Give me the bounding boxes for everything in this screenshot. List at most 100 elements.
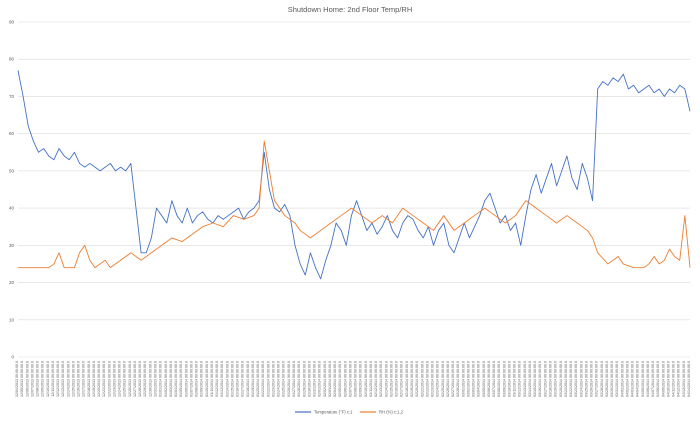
x-tick-label: 01/07/2014 00:00:00.0 bbox=[189, 361, 193, 397]
x-axis-ticks: 12/04/2013 00:00:00.0 12/05/2013 00:00:00… bbox=[15, 361, 691, 397]
x-tick-label: 12/26/2013 00:00:00.0 bbox=[128, 361, 132, 397]
x-tick-label: 12/17/2013 00:00:00.0 bbox=[82, 361, 86, 397]
y-tick-label: 0 bbox=[11, 355, 14, 360]
x-tick-label: 02/19/2014 00:00:00.0 bbox=[410, 361, 414, 397]
x-tick-label: 12/20/2013 00:00:00.0 bbox=[97, 361, 101, 397]
x-tick-label: 01/08/2014 00:00:00.0 bbox=[195, 361, 199, 397]
x-tick-label: 04/07/2014 00:00:00.0 bbox=[651, 361, 655, 397]
x-tick-label: 12/10/2013 00:00:00.0 bbox=[46, 361, 50, 397]
x-tick-label: 03/11/2014 00:00:00.0 bbox=[513, 361, 517, 397]
x-tick-label: 12/23/2013 00:00:00.0 bbox=[112, 361, 116, 397]
x-tick-label: 03/09/2014 00:00:00.0 bbox=[502, 361, 506, 397]
x-tick-label: 04/12/2014 00:00:00.0 bbox=[677, 361, 681, 397]
y-axis-ticks: 0 10 20 30 40 50 60 70 80 90 bbox=[9, 20, 15, 360]
x-tick-label: 02/05/2014 00:00:00.0 bbox=[338, 361, 342, 397]
x-tick-label: 12/05/2013 00:00:00.0 bbox=[20, 361, 24, 397]
x-tick-label: 03/15/2014 00:00:00.0 bbox=[533, 361, 537, 397]
x-tick-label: 02/11/2014 00:00:00.0 bbox=[369, 361, 373, 397]
x-tick-label: 02/21/2014 00:00:00.0 bbox=[420, 361, 424, 397]
x-tick-label: 02/25/2014 00:00:00.0 bbox=[441, 361, 445, 397]
legend: Temperature (°F) c:1 RH (%) c:1,2 bbox=[295, 410, 404, 415]
x-tick-label: 01/06/2014 00:00:00.0 bbox=[184, 361, 188, 397]
x-tick-label: 03/04/2014 00:00:00.0 bbox=[477, 361, 481, 397]
x-tick-label: 12/30/2013 00:00:00.0 bbox=[148, 361, 152, 397]
x-tick-label: 02/06/2014 00:00:00.0 bbox=[343, 361, 347, 397]
x-tick-label: 02/01/2014 00:00:00.0 bbox=[318, 361, 322, 397]
x-tick-label: 03/17/2014 00:00:00.0 bbox=[543, 361, 547, 397]
y-tick-label: 60 bbox=[9, 131, 15, 136]
x-tick-label: 02/08/2014 00:00:00.0 bbox=[354, 361, 358, 397]
x-tick-label: 03/20/2014 00:00:00.0 bbox=[559, 361, 563, 397]
x-tick-label: 03/05/2014 00:00:00.0 bbox=[482, 361, 486, 397]
x-tick-label: 01/30/2014 00:00:00.0 bbox=[307, 361, 311, 397]
series-line-1 bbox=[17, 70, 691, 280]
x-tick-label: 03/14/2014 00:00:00.0 bbox=[528, 361, 532, 397]
x-tick-label: 04/05/2014 00:00:00.0 bbox=[641, 361, 645, 397]
x-tick-label: 03/24/2014 00:00:00.0 bbox=[579, 361, 583, 397]
x-tick-label: 03/06/2014 00:00:00.0 bbox=[487, 361, 491, 397]
series-line-2 bbox=[18, 140, 691, 269]
x-tick-label: 03/13/2014 00:00:00.0 bbox=[523, 361, 527, 397]
x-tick-label: 03/19/2014 00:00:00.0 bbox=[554, 361, 558, 397]
x-tick-label: 01/27/2014 00:00:00.0 bbox=[292, 361, 296, 397]
x-tick-label: 01/03/2014 00:00:00.0 bbox=[169, 361, 173, 397]
x-tick-label: 01/01/2014 00:00:00.0 bbox=[159, 361, 163, 397]
x-tick-label: 02/24/2014 00:00:00.0 bbox=[436, 361, 440, 397]
x-tick-label: 01/10/2014 00:00:00.0 bbox=[205, 361, 209, 397]
x-tick-label: 03/22/2014 00:00:00.0 bbox=[569, 361, 573, 397]
x-tick-label: 01/13/2014 00:00:00.0 bbox=[220, 361, 224, 397]
x-tick-label: 12/08/2013 00:00:00.0 bbox=[36, 361, 40, 397]
x-tick-label: 12/12/2013 00:00:00.0 bbox=[56, 361, 60, 397]
x-tick-label: 12/18/2013 00:00:00.0 bbox=[87, 361, 91, 397]
x-tick-label: 03/10/2014 00:00:00.0 bbox=[507, 361, 511, 397]
x-tick-label: 01/31/2014 00:00:00.0 bbox=[313, 361, 317, 397]
x-tick-label: 03/21/2014 00:00:00.0 bbox=[564, 361, 568, 397]
x-tick-label: 12/27/2013 00:00:00.0 bbox=[133, 361, 137, 397]
x-tick-label: 02/18/2014 00:00:00.0 bbox=[405, 361, 409, 397]
x-tick-label: 02/20/2014 00:00:00.0 bbox=[415, 361, 419, 397]
legend-label: RH (%) c:1,2 bbox=[379, 410, 404, 415]
x-tick-label: 12/24/2013 00:00:00.0 bbox=[118, 361, 122, 397]
x-tick-label: 03/30/2014 00:00:00.0 bbox=[610, 361, 614, 397]
x-tick-label: 12/06/2013 00:00:00.0 bbox=[25, 361, 29, 397]
x-tick-label: 03/29/2014 00:00:00.0 bbox=[605, 361, 609, 397]
x-tick-label: 02/02/2014 00:00:00.0 bbox=[323, 361, 327, 397]
x-tick-label: 02/23/2014 00:00:00.0 bbox=[431, 361, 435, 397]
x-tick-label: 12/04/2013 00:00:00.0 bbox=[15, 361, 19, 397]
y-tick-label: 80 bbox=[9, 57, 15, 62]
x-tick-label: 01/20/2014 00:00:00.0 bbox=[256, 361, 260, 397]
x-tick-label: 02/17/2014 00:00:00.0 bbox=[400, 361, 404, 397]
y-tick-label: 90 bbox=[9, 20, 15, 25]
x-tick-label: 12/31/2013 00:00:00.0 bbox=[154, 361, 158, 397]
series-group bbox=[17, 70, 691, 280]
x-tick-label: 02/09/2014 00:00:00.0 bbox=[359, 361, 363, 397]
x-tick-label: 04/02/2014 00:00:00.0 bbox=[625, 361, 629, 397]
x-tick-label: 02/13/2014 00:00:00.0 bbox=[379, 361, 383, 397]
y-tick-label: 70 bbox=[9, 94, 15, 99]
x-tick-label: 04/03/2014 00:00:00.0 bbox=[631, 361, 635, 397]
x-tick-label: 04/09/2014 00:00:00.0 bbox=[661, 361, 665, 397]
gridlines bbox=[18, 21, 690, 358]
x-tick-label: 04/08/2014 00:00:00.0 bbox=[656, 361, 660, 397]
x-tick-label: 01/16/2014 00:00:00.0 bbox=[236, 361, 240, 397]
x-tick-label: 02/16/2014 00:00:00.0 bbox=[395, 361, 399, 397]
x-tick-label: 03/08/2014 00:00:00.0 bbox=[497, 361, 501, 397]
x-tick-label: 12/21/2013 00:00:00.0 bbox=[102, 361, 106, 397]
x-tick-label: 01/28/2014 00:00:00.0 bbox=[297, 361, 301, 397]
chart-title: Shutdown Home: 2nd Floor Temp/RH bbox=[288, 5, 413, 14]
x-tick-label: 02/10/2014 00:00:00.0 bbox=[364, 361, 368, 397]
x-tick-label: 04/11/2014 00:00:00.0 bbox=[672, 361, 676, 397]
legend-label: Temperature (°F) c:1 bbox=[314, 410, 353, 415]
x-tick-label: 12/19/2013 00:00:00.0 bbox=[92, 361, 96, 397]
x-tick-label: 03/18/2014 00:00:00.0 bbox=[548, 361, 552, 397]
x-tick-label: 12/13/2013 00:00:00.0 bbox=[61, 361, 65, 397]
y-tick-label: 20 bbox=[9, 280, 15, 285]
x-tick-label: 02/27/2014 00:00:00.0 bbox=[451, 361, 455, 397]
x-tick-label: 01/29/2014 00:00:00.0 bbox=[302, 361, 306, 397]
x-tick-label: 01/04/2014 00:00:00.0 bbox=[174, 361, 178, 397]
x-tick-label: 04/13/2014 00:00:00.0 bbox=[682, 361, 686, 397]
x-tick-label: 12/15/2013 00:00:00.0 bbox=[71, 361, 75, 397]
x-tick-label: 03/02/2014 00:00:00.0 bbox=[466, 361, 470, 397]
x-tick-label: 04/06/2014 00:00:00.0 bbox=[646, 361, 650, 397]
x-tick-label: 02/22/2014 00:00:00.0 bbox=[425, 361, 429, 397]
